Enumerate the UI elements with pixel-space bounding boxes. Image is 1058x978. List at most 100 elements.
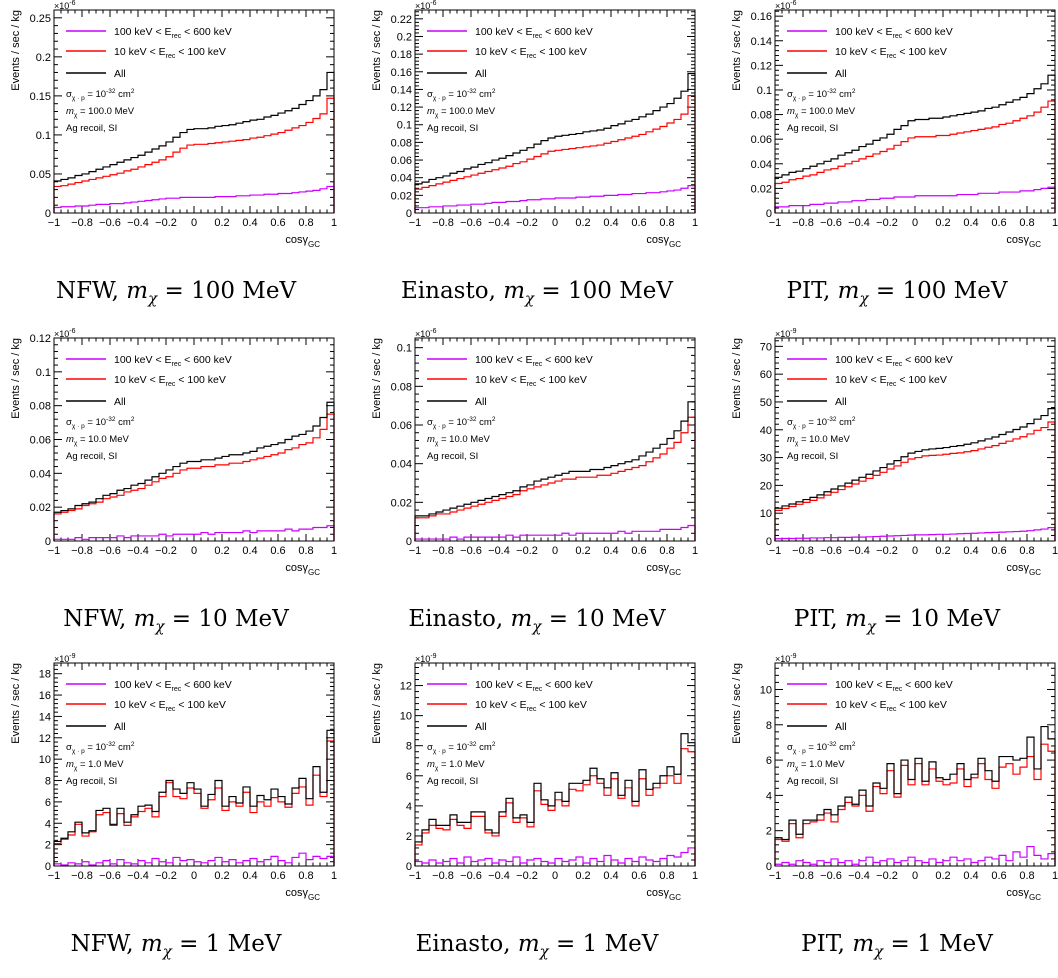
series-line [414,95,696,213]
x-tick-label: −0.4 [488,870,510,882]
chart-panel: −1 −0.8 −0.6 −0.4 −0.2 0 0.2 0.4 0.6 0.8 1 0 2 4 6 8 10 1… [361,653,713,978]
axis-exponent: ×10-6 [54,0,76,11]
x-tick-label: −0.8 [71,545,93,557]
legend-entry: All [835,396,847,408]
chart-svg: −1 −0.8 −0.6 −0.4 −0.2 0 0.2 0.4 0.6 0.8 10246810×… [731,653,1058,902]
x-axis-label: cosγGC [285,234,320,249]
mass-annotation: mχ = 100.0 MeV [787,106,856,119]
x-tick-label: −0.8 [792,870,814,882]
x-tick-label: 0 [191,217,197,229]
series-line [53,729,335,866]
series-line [53,740,335,866]
x-tick-label: 1 [331,545,337,557]
x-axis-label: cosγGC [1006,562,1041,577]
recoil-annotation: Ag recoil, SI [66,123,117,134]
y-tick-label: 12 [400,681,412,693]
x-tick-label: −0.2 [876,217,898,229]
legend-entry: All [475,396,487,408]
y-tick-label: 20 [760,480,772,492]
x-tick-label: −0.6 [99,870,121,882]
y-tick-label: 0.08 [391,137,412,149]
x-tick-label: 0 [191,870,197,882]
cross-section-annotation: σχ · p = 10-32 cm2 [787,741,856,755]
legend-entry: All [835,68,847,80]
x-tick-label: 0.8 [298,870,313,882]
x-tick-label: 0 [191,545,197,557]
cross-section-annotation: σχ · p = 10-32 cm2 [427,741,496,755]
y-axis-label: Events / sec / kg [731,10,743,91]
y-tick-label: 0 [766,536,772,548]
legend-entry: 100 keV < Erec < 600 keV [114,679,232,693]
axis-exponent: ×10-6 [415,0,437,11]
y-tick-label: 0.04 [30,468,51,480]
y-tick-label: 0.05 [30,169,51,181]
y-tick-label: 0 [45,208,51,220]
series-line [774,421,1056,541]
x-tick-label: 0.8 [298,217,313,229]
x-tick-label: −0.4 [127,217,149,229]
y-axis-label: Events / sec / kg [10,663,22,744]
cross-section-annotation: σχ · p = 10-32 cm2 [427,416,496,430]
x-tick-label: 1 [692,217,698,229]
chart-panel: −1 −0.8 −0.6 −0.4 −0.2 0 0.2 0.4 0.6 0.8 1 0 0.02 0.0… [0,328,352,653]
chart-panel: −1 −0.8 −0.6 −0.4 −0.2 0 0.2 0.4 0.6 0.8 1 0 0.02 0.0… [361,0,713,325]
y-tick-label: 0.18 [391,49,412,61]
x-tick-label: 0.4 [242,870,257,882]
x-tick-label: −0.8 [792,217,814,229]
x-tick-label: 0.6 [270,870,285,882]
y-tick-label: 0.1 [36,367,51,379]
x-tick-label: 0.2 [214,870,229,882]
x-tick-label: 0 [552,870,558,882]
chart-svg: −1 −0.8 −0.6 −0.4 −0.2 0 0.2 0.4 0.6 0.8 101020304… [731,328,1058,577]
x-axis-label: cosγGC [285,562,320,577]
x-axis-label: cosγGC [646,562,681,577]
x-tick-label: 0.4 [242,545,257,557]
x-tick-label: 0.6 [631,870,646,882]
recoil-annotation: Ag recoil, SI [427,123,478,134]
x-tick-label: 0.6 [631,545,646,557]
x-tick-label: −1 [48,545,61,557]
x-tick-label: 1 [1052,217,1058,229]
x-tick-label: 0.2 [935,217,950,229]
series-line [414,185,696,213]
y-tick-label: 0.08 [751,110,772,122]
y-tick-label: 8 [406,741,412,753]
panel-caption: PIT, mχ = 1 MeV [801,931,993,961]
series-line [53,97,335,213]
series-line [53,185,335,213]
y-tick-label: 6 [406,771,412,783]
mass-annotation: mχ = 100.0 MeV [427,106,496,119]
y-tick-label: 10 [760,508,772,520]
axis-exponent: ×10-6 [54,328,76,339]
y-tick-label: 50 [760,397,772,409]
x-tick-label: 1 [692,870,698,882]
x-axis-label: cosγGC [646,234,681,249]
x-tick-label: −0.6 [820,545,842,557]
x-tick-label: −1 [769,217,782,229]
y-tick-label: 2 [45,840,51,852]
legend-entry: 100 keV < Erec < 600 keV [835,354,953,368]
cross-section-annotation: σχ · p = 10-32 cm2 [66,416,135,430]
mass-annotation: mχ = 10.0 MeV [66,434,129,447]
x-tick-label: 0.8 [1019,545,1034,557]
series-line [774,527,1056,541]
y-tick-label: 0 [766,861,772,873]
x-tick-label: −0.6 [820,217,842,229]
y-tick-label: 0 [406,861,412,873]
y-tick-label: 2 [766,826,772,838]
series-line [414,416,696,541]
y-tick-label: 0.16 [751,11,772,23]
x-tick-label: −0.6 [820,870,842,882]
y-tick-label: 0.12 [391,102,412,114]
axis-exponent: ×10-6 [775,0,797,11]
chart-svg: −1 −0.8 −0.6 −0.4 −0.2 0 0.2 0.4 0.6 0.8 102468101… [10,653,337,902]
axis-exponent: ×10-6 [415,328,437,339]
y-tick-label: 60 [760,369,772,381]
legend-entry: 10 keV < Erec < 100 keV [114,374,226,388]
x-tick-label: 0.2 [575,217,590,229]
x-tick-label: 0.8 [659,217,674,229]
y-tick-label: 10 [760,684,772,696]
legend-entry: 10 keV < Erec < 100 keV [835,46,947,60]
x-tick-label: −1 [48,870,61,882]
